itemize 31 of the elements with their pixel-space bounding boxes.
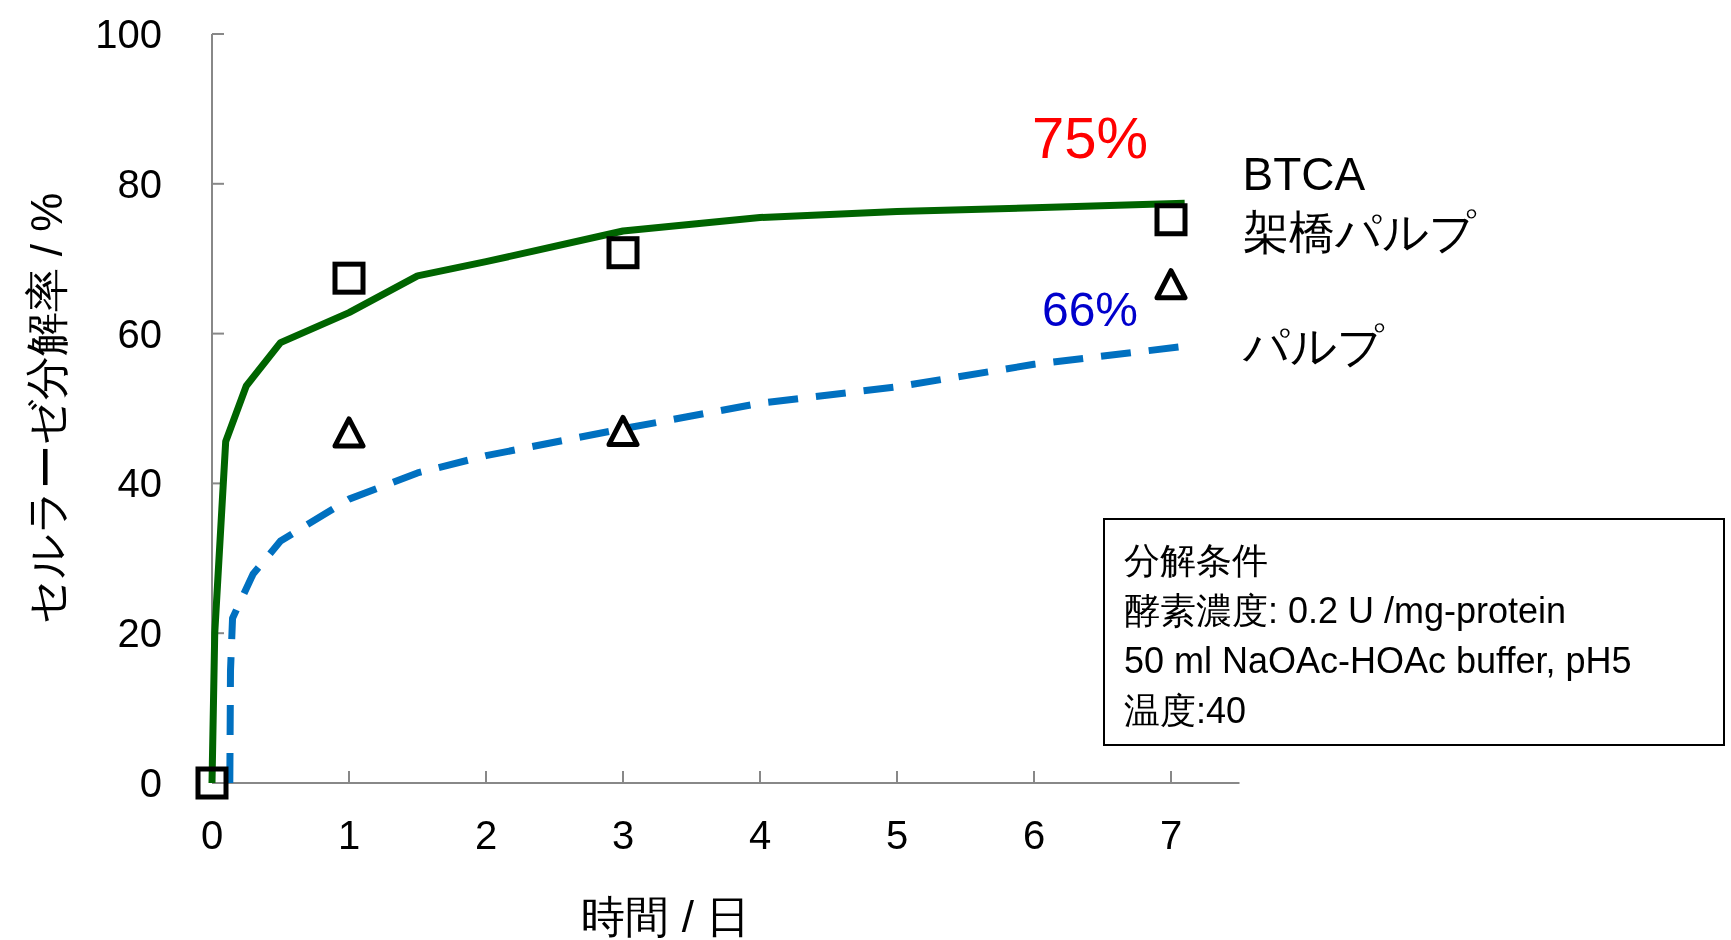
x-tick-label: 2 xyxy=(474,813,498,857)
annotation: 分解条件 xyxy=(1124,540,1268,581)
annotation: 50 ml NaOAc-HOAc buffer, pH5 xyxy=(1124,640,1632,681)
annotation: 66% xyxy=(1041,283,1139,336)
point xyxy=(195,766,229,800)
x-tick-label: 7 xyxy=(1159,813,1183,857)
y-axis-title: セルラーゼ分解率 / % xyxy=(22,192,71,625)
y-tick-label: 20 xyxy=(117,611,162,656)
point xyxy=(332,261,366,295)
point xyxy=(606,414,640,447)
series-label: パルプ xyxy=(1241,320,1385,373)
point xyxy=(1154,268,1188,301)
annotation: 酵素濃度: 0.2 U /mg-protein xyxy=(1124,590,1567,631)
x-tick-label: 3 xyxy=(611,813,635,857)
point xyxy=(332,416,366,449)
annotation: 温度:40 xyxy=(1124,690,1247,731)
x-tick-label: 1 xyxy=(337,813,361,857)
y-tick-label: 60 xyxy=(117,311,162,356)
series-label: BTCA 架橋パルプ xyxy=(1242,148,1477,259)
x-tick-label: 0 xyxy=(200,813,224,857)
x-tick-label: 5 xyxy=(885,813,909,857)
annotation: 75% xyxy=(1031,105,1149,170)
x-axis-title: 時間 / 日 xyxy=(581,892,751,940)
point xyxy=(1154,203,1188,237)
y-tick-label: 80 xyxy=(117,161,162,206)
y-tick-label: 100 xyxy=(95,12,162,56)
x-tick-label: 4 xyxy=(748,813,772,857)
x-tick-label: 6 xyxy=(1022,813,1046,857)
y-tick-label: 40 xyxy=(117,461,162,506)
point xyxy=(606,236,640,270)
y-tick-label: 0 xyxy=(139,761,162,805)
